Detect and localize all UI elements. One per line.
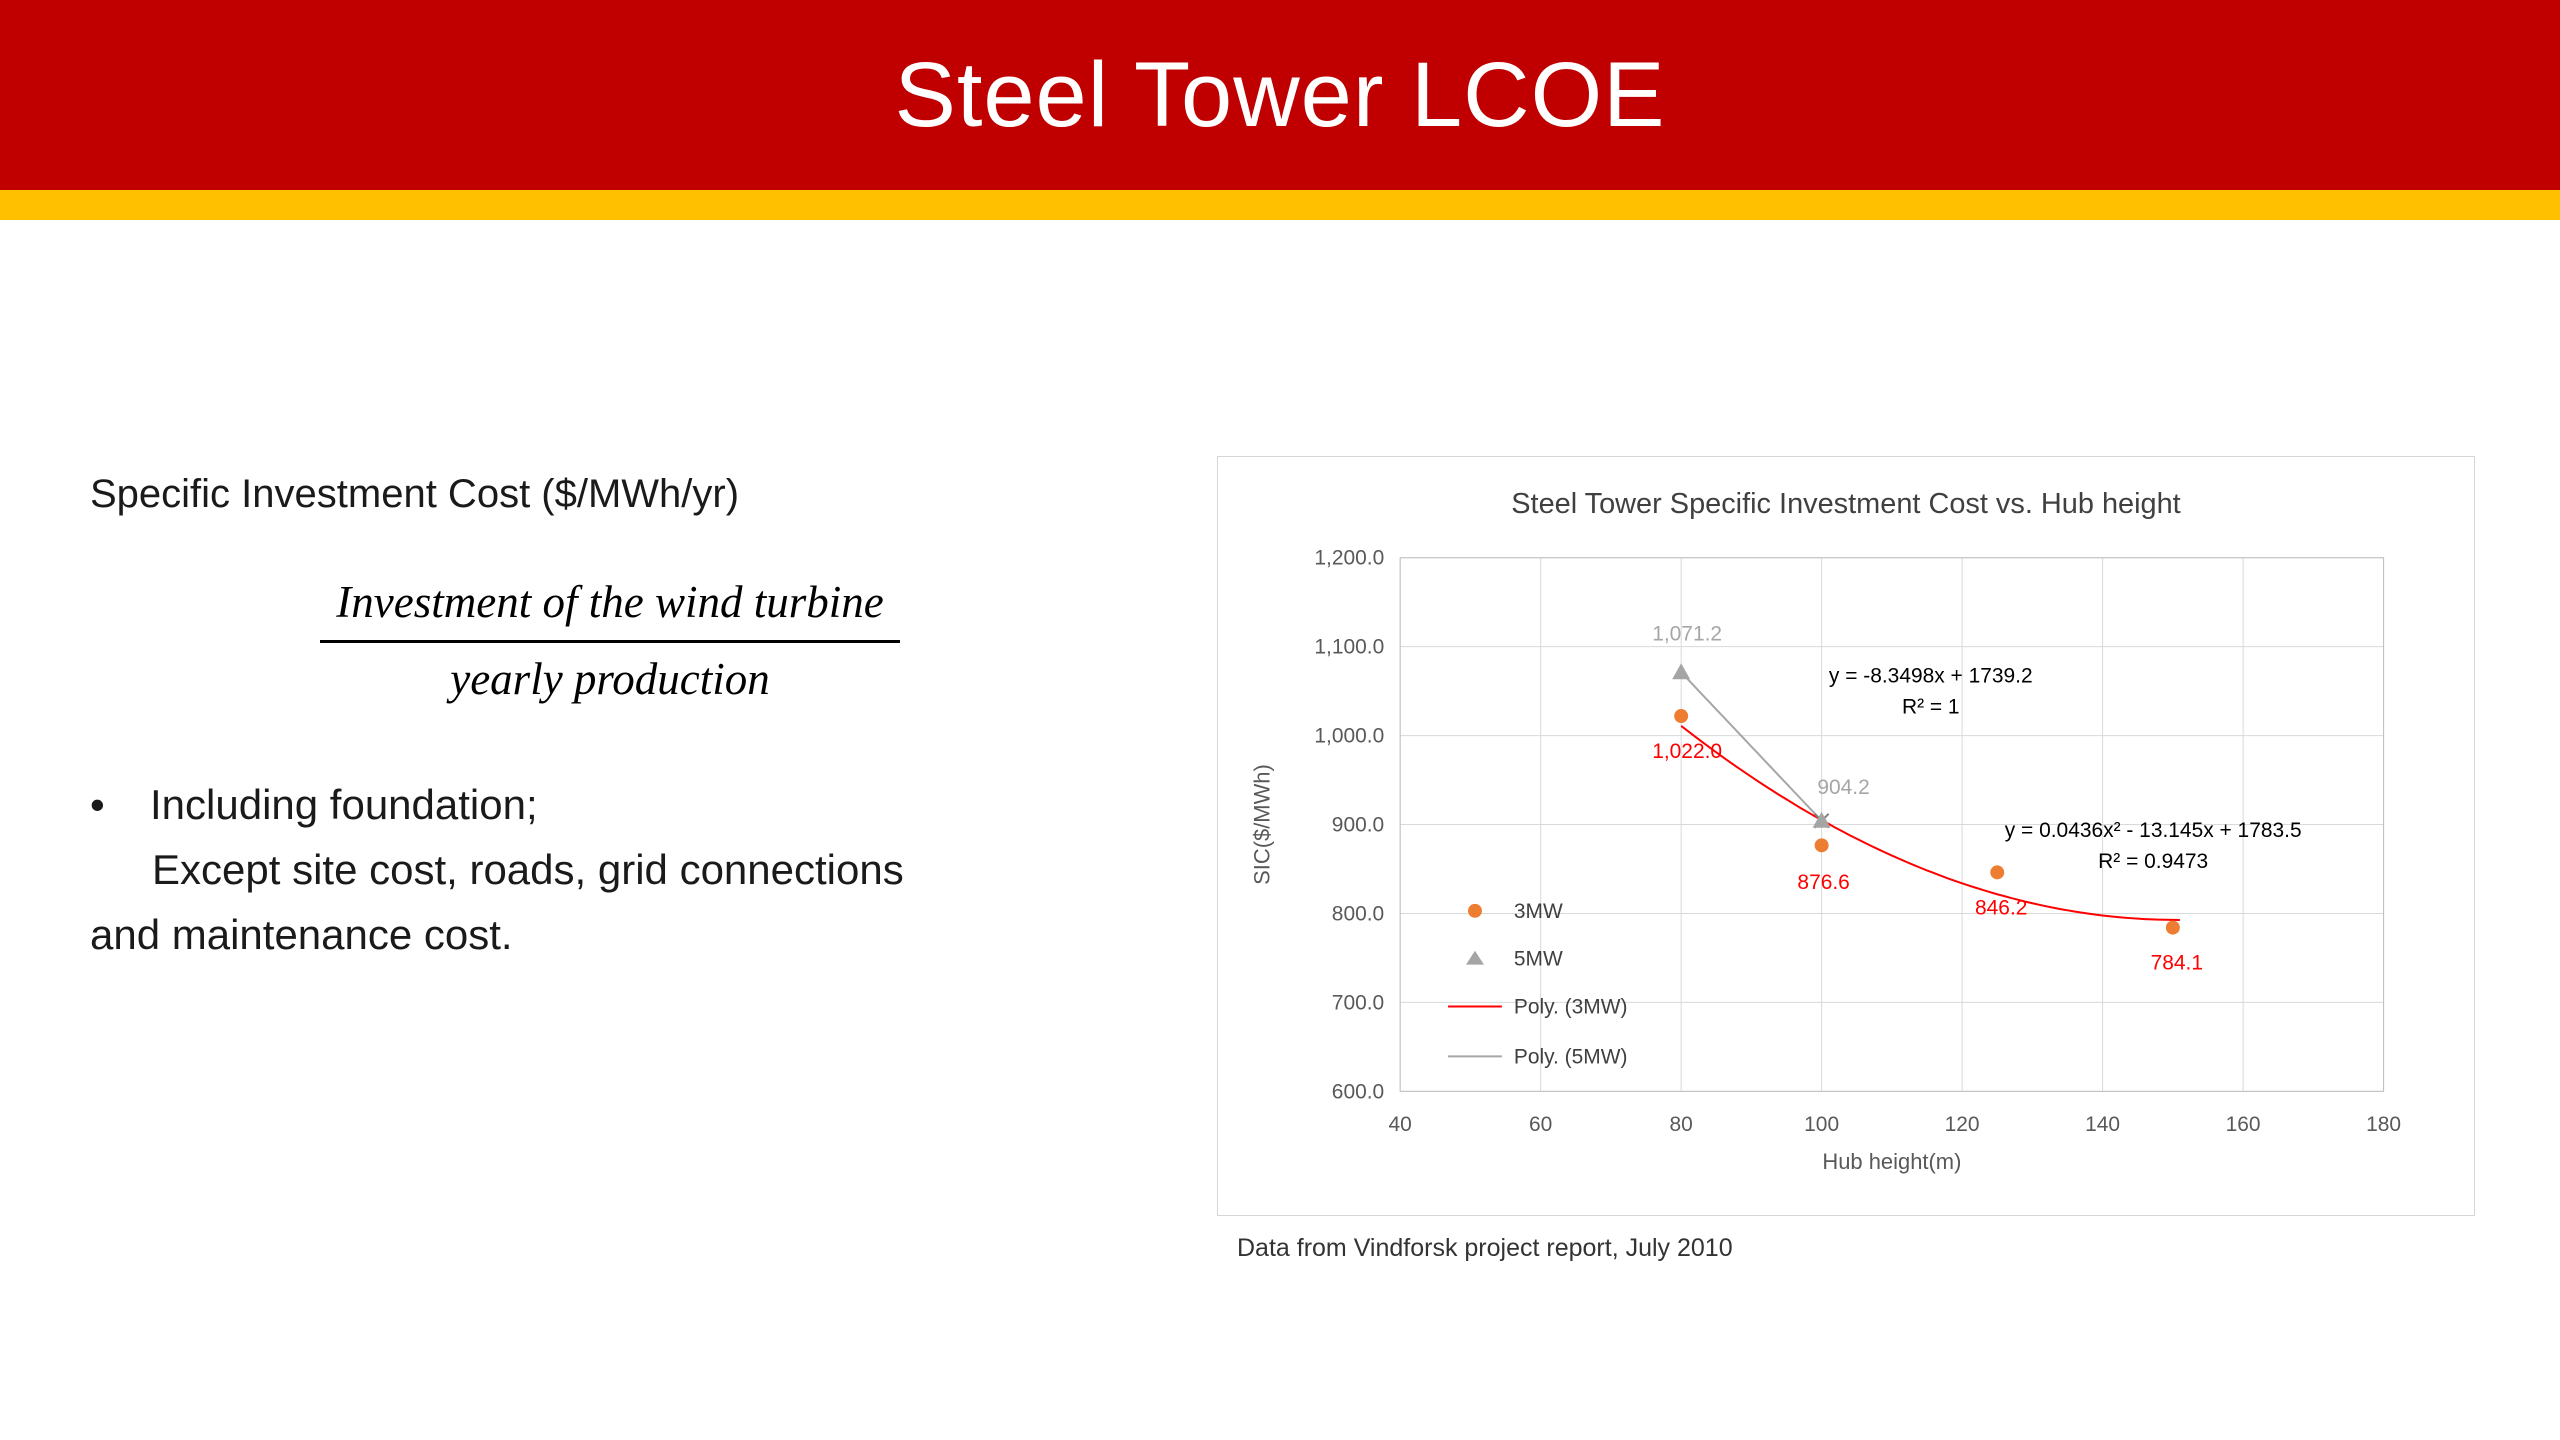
x-tick-label: 180 (2366, 1113, 2401, 1136)
bullet-marker: • (90, 781, 105, 828)
legend-marker-triangle (1466, 950, 1484, 965)
x-tick-label: 140 (2085, 1113, 2120, 1136)
formula-numerator: Investment of the wind turbine (320, 576, 900, 643)
chart: 1,200.0 1,100.0 1,000.0 900.0 800.0 700.0 600.… (1217, 456, 2475, 1216)
data-point-5MW (1672, 663, 1691, 680)
x-tick-label: 120 (1945, 1113, 1980, 1136)
y-tick-label: 1,200.0 (1314, 547, 1384, 570)
y-tick-label: 800.0 (1332, 902, 1384, 925)
data-label-5MW: 1,071.2 (1652, 622, 1722, 645)
data-label-3MW: 1,022.0 (1652, 740, 1722, 763)
y-axis-title: SIC($/MWh) (1250, 764, 1275, 885)
data-label-3MW: 876.6 (1797, 871, 1849, 894)
data-point-3MW (2165, 920, 2180, 935)
legend-label: 5MW (1514, 948, 1563, 971)
x-tick-label: 60 (1529, 1113, 1552, 1136)
chart-title: Steel Tower Specific Investment Cost vs.… (1511, 488, 2180, 520)
trendline-r2: R² = 0.9473 (2098, 850, 2208, 873)
y-tick-label: 1,000.0 (1314, 725, 1384, 748)
data-point-3MW (1990, 865, 2005, 880)
data-label-3MW: 784.1 (2151, 951, 2203, 974)
data-label-5MW: 904.2 (1817, 776, 1869, 799)
bullet-text-line2: Except site cost, roads, grid connection… (152, 846, 904, 893)
x-tick-label: 80 (1670, 1113, 1693, 1136)
y-tick-label: 600.0 (1332, 1080, 1384, 1103)
legend-label: Poly. (3MW) (1514, 996, 1628, 1019)
trendline-Poly. (5MW) (1680, 671, 1823, 822)
chart-svg: 1,200.0 1,100.0 1,000.0 900.0 800.0 700.0 600.… (1250, 488, 2402, 1174)
trendline-equation: y = -8.3498x + 1739.2 (1829, 664, 2033, 687)
x-axis-title: Hub height(m) (1822, 1149, 1961, 1174)
y-tick-label: 700.0 (1332, 991, 1384, 1014)
title-banner: Steel Tower LCOE (0, 0, 2560, 190)
data-point-3MW (1674, 709, 1689, 724)
bullet-list: • Including foundation; Except site cost… (90, 772, 904, 967)
trendline-Poly. (3MW) (1680, 725, 2180, 921)
specific-investment-heading: Specific Investment Cost ($/MWh/yr) (90, 472, 740, 516)
x-tick-label: 40 (1389, 1113, 1412, 1136)
legend-label: 3MW (1514, 900, 1563, 923)
y-tick-label: 1,100.0 (1314, 636, 1384, 659)
trendline-r2: R² = 1 (1902, 695, 1960, 718)
plot-border (1399, 557, 2385, 1092)
data-point-3MW (1814, 838, 1829, 853)
bullet-text-line1: Including foundation; (150, 781, 538, 828)
trendline-equation: y = 0.0436x² - 13.145x + 1783.5 (2005, 819, 2302, 842)
accent-stripe (0, 190, 2560, 220)
x-tick-label: 160 (2226, 1113, 2261, 1136)
bullet-text-line3: and maintenance cost. (90, 911, 513, 958)
formula: Investment of the wind turbine yearly pr… (280, 576, 940, 705)
chart-source-caption: Data from Vindforsk project report, July… (1237, 1234, 1733, 1262)
slide-title: Steel Tower LCOE (894, 43, 1666, 146)
x-tick-label: 100 (1804, 1113, 1839, 1136)
data-point-5MW (1812, 811, 1831, 828)
y-tick-label: 900.0 (1332, 814, 1384, 837)
formula-denominator: yearly production (450, 654, 770, 704)
legend-label: Poly. (5MW) (1514, 1045, 1628, 1068)
data-label-3MW: 846.2 (1975, 896, 2027, 919)
legend-marker-circle (1467, 903, 1482, 918)
